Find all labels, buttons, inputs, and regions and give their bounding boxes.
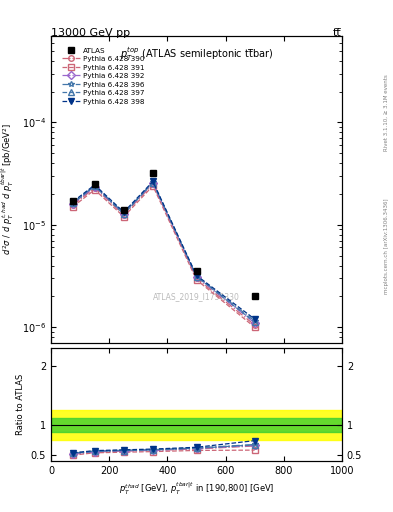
Pythia 6.428 392: [194, 274, 199, 280]
Line: ATLAS: ATLAS: [70, 169, 258, 300]
Pythia 6.428 391: [151, 183, 155, 189]
Pythia 6.428 397: [252, 319, 257, 325]
Line: Pythia 6.428 398: Pythia 6.428 398: [70, 179, 257, 322]
ATLAS: [71, 198, 75, 204]
Pythia 6.428 398: [194, 272, 199, 279]
Line: Pythia 6.428 397: Pythia 6.428 397: [70, 180, 257, 325]
Pythia 6.428 396: [194, 273, 199, 279]
ATLAS: [92, 181, 97, 187]
Text: tt̅: tt̅: [333, 28, 342, 38]
Pythia 6.428 397: [151, 180, 155, 186]
Pythia 6.428 390: [151, 181, 155, 187]
Bar: [51, 411, 342, 440]
Pythia 6.428 396: [92, 183, 97, 189]
Pythia 6.428 392: [92, 184, 97, 190]
Pythia 6.428 392: [71, 201, 75, 207]
Text: Rivet 3.1.10, ≥ 3.1M events: Rivet 3.1.10, ≥ 3.1M events: [384, 74, 389, 151]
Pythia 6.428 391: [71, 204, 75, 210]
Pythia 6.428 390: [92, 185, 97, 191]
X-axis label: $p_T^{thad}$ [GeV], $p_T^{tbar|t}$ in [190,800] [GeV]: $p_T^{thad}$ [GeV], $p_T^{tbar|t}$ in [1…: [119, 481, 274, 498]
Line: Pythia 6.428 396: Pythia 6.428 396: [70, 180, 257, 324]
Line: Pythia 6.428 392: Pythia 6.428 392: [70, 180, 257, 326]
Legend: ATLAS, Pythia 6.428 390, Pythia 6.428 391, Pythia 6.428 392, Pythia 6.428 396, P: ATLAS, Pythia 6.428 390, Pythia 6.428 39…: [61, 46, 146, 106]
Pythia 6.428 391: [252, 324, 257, 330]
Pythia 6.428 392: [151, 180, 155, 186]
Pythia 6.428 390: [194, 275, 199, 282]
Pythia 6.428 391: [194, 277, 199, 283]
Pythia 6.428 392: [121, 211, 126, 217]
Text: mcplots.cern.ch [arXiv:1306.3436]: mcplots.cern.ch [arXiv:1306.3436]: [384, 198, 389, 293]
Pythia 6.428 390: [252, 322, 257, 328]
Pythia 6.428 398: [121, 209, 126, 215]
Line: Pythia 6.428 390: Pythia 6.428 390: [70, 181, 257, 328]
Pythia 6.428 397: [121, 211, 126, 217]
ATLAS: [121, 207, 126, 213]
Text: $p_T^{top}$ (ATLAS semileptonic tt̅bar): $p_T^{top}$ (ATLAS semileptonic tt̅bar): [120, 45, 273, 63]
Text: ATLAS_2019_I1750330: ATLAS_2019_I1750330: [153, 292, 240, 302]
Pythia 6.428 397: [92, 183, 97, 189]
Bar: [51, 418, 342, 432]
ATLAS: [194, 268, 199, 274]
ATLAS: [151, 170, 155, 176]
Pythia 6.428 397: [194, 273, 199, 280]
Y-axis label: $d^2\sigma$ / $d$ $p_T^{t,had}$ $d$ $p_T^{tbar|t}$ [pb/GeV$^2$]: $d^2\sigma$ / $d$ $p_T^{t,had}$ $d$ $p_T…: [0, 123, 17, 255]
Text: 13000 GeV pp: 13000 GeV pp: [51, 28, 130, 38]
Pythia 6.428 397: [71, 200, 75, 206]
Pythia 6.428 391: [92, 187, 97, 193]
Pythia 6.428 398: [151, 178, 155, 184]
Pythia 6.428 391: [121, 214, 126, 220]
Pythia 6.428 392: [252, 320, 257, 326]
Line: Pythia 6.428 391: Pythia 6.428 391: [70, 183, 257, 330]
Pythia 6.428 390: [71, 202, 75, 208]
Pythia 6.428 398: [252, 316, 257, 322]
Pythia 6.428 396: [252, 318, 257, 324]
ATLAS: [252, 293, 257, 300]
Pythia 6.428 398: [92, 182, 97, 188]
Pythia 6.428 390: [121, 212, 126, 218]
Y-axis label: Ratio to ATLAS: Ratio to ATLAS: [16, 374, 25, 435]
Pythia 6.428 396: [151, 179, 155, 185]
Pythia 6.428 398: [71, 199, 75, 205]
Pythia 6.428 396: [121, 210, 126, 216]
Pythia 6.428 396: [71, 200, 75, 206]
